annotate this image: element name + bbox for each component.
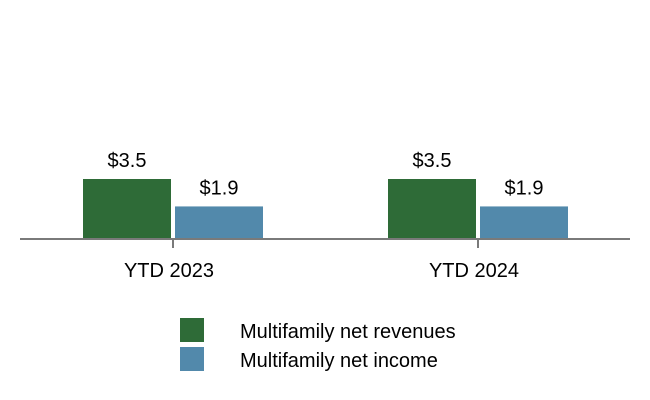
bars-group — [83, 179, 568, 239]
x-tick-label-2: YTD 2024 — [429, 260, 519, 282]
bar-net-revenues-2 — [388, 179, 476, 239]
bar-net-revenues-1 — [83, 179, 171, 239]
legend-swatch-net-revenues — [180, 318, 204, 342]
legend: Multifamily net revenues Multifamily net … — [180, 318, 456, 372]
value-label-net-income-2: $1.9 — [505, 177, 544, 199]
bar-net-income-1 — [175, 206, 263, 239]
value-label-net-revenues-2: $3.5 — [413, 150, 452, 172]
x-tick-label-1: YTD 2023 — [124, 260, 214, 282]
bar-net-income-2 — [480, 206, 568, 239]
value-label-net-revenues-1: $3.5 — [108, 150, 147, 172]
category-labels-group: YTD 2023 YTD 2024 — [124, 260, 519, 282]
legend-label-net-income: Multifamily net income — [240, 350, 438, 372]
value-label-net-income-1: $1.9 — [200, 177, 239, 199]
x-ticks-group — [172, 239, 479, 248]
legend-label-net-revenues: Multifamily net revenues — [240, 321, 456, 343]
plot-area: $3.5 $1.9 $3.5 $1.9 YTD 2023 YTD 2024 — [20, 150, 630, 282]
legend-swatch-net-income — [180, 347, 204, 371]
value-labels-group: $3.5 $1.9 $3.5 $1.9 — [108, 150, 544, 199]
